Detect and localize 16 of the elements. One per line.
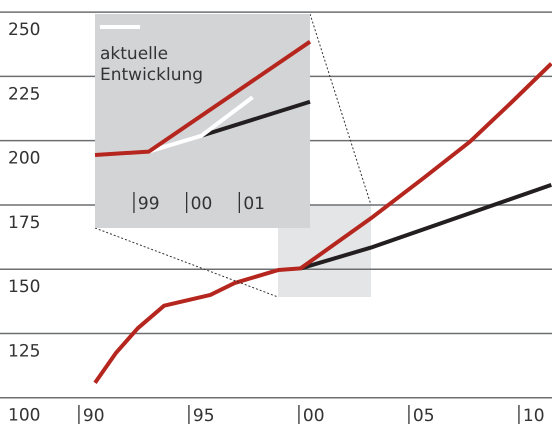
x-tick-label: 05 [412,406,435,426]
y-tick-label: 125 [8,341,40,362]
x-tick-label: 00 [302,406,325,426]
legend-label: aktuelle Entwicklung [100,44,204,85]
x-tick-label: 10 [522,406,545,426]
x-tick-label: 95 [192,406,215,426]
y-tick-label: 225 [8,84,40,104]
x-tick-label: 01 [243,194,265,214]
x-tick-label: 90 [82,406,105,426]
x-tick-label: 00 [190,194,212,214]
y-tick-label: 175 [8,212,40,233]
y-tick-label: 100 [8,406,40,426]
x-tick-label: 99 [138,194,160,214]
y-tick-label: 150 [8,277,40,298]
y-tick-label: 250 [8,20,40,40]
y-tick-label: 200 [8,148,40,169]
